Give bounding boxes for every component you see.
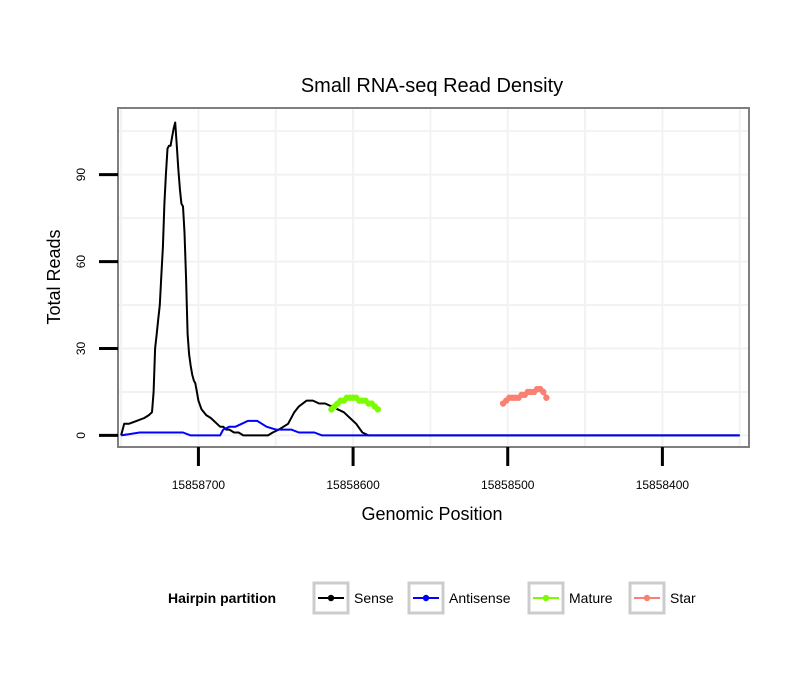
series-antisense (120, 419, 740, 437)
legend-key-point (327, 594, 335, 602)
series-star (499, 385, 550, 407)
legend: Hairpin partition Sense Antisense Mature St… (168, 581, 696, 615)
series-line-antisense (120, 419, 740, 437)
grid-lines (118, 108, 749, 447)
series-mature (328, 394, 382, 413)
legend-label: Star (670, 590, 696, 606)
y-tick-label: 0 (74, 432, 88, 439)
plot-panel-border (117, 107, 750, 448)
x-tick-label: 15858700 (172, 478, 226, 492)
x-tick-label: 15858600 (326, 478, 380, 492)
x-axis: 15858700 15858600 15858500 15858400 (172, 447, 690, 492)
x-tick-label: 15858400 (636, 478, 690, 492)
data-point-mature (374, 406, 382, 413)
y-tick-label: 30 (74, 342, 88, 356)
y-axis: 0 30 60 90 (74, 168, 118, 439)
legend-item-sense: Sense (312, 581, 394, 615)
x-tick-label: 15858500 (481, 478, 535, 492)
chart-title: Small RNA-seq Read Density (301, 75, 563, 97)
x-axis-title: Genomic Position (361, 504, 502, 524)
legend-key-point (643, 594, 651, 602)
series-layer (120, 121, 740, 437)
legend-key-point (542, 594, 550, 602)
data-point-star (543, 394, 550, 401)
legend-key-point (422, 594, 430, 602)
legend-title: Hairpin partition (168, 590, 276, 606)
y-tick-label: 60 (74, 255, 88, 269)
legend-label: Sense (354, 590, 394, 606)
legend-label: Mature (569, 590, 613, 606)
data-point-star (540, 388, 547, 396)
legend-item-star: Star (628, 581, 696, 615)
legend-label: Antisense (449, 590, 511, 606)
plot-panel (118, 108, 749, 447)
legend-item-antisense: Antisense (407, 581, 511, 615)
y-tick-label: 90 (74, 168, 88, 182)
y-axis-title: Total Reads (44, 229, 64, 324)
legend-item-mature: Mature (527, 581, 613, 615)
